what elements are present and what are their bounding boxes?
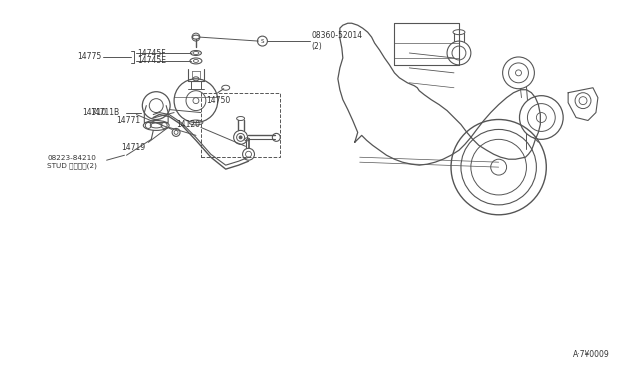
Text: 14771: 14771	[116, 116, 141, 125]
Text: 14711B: 14711B	[90, 108, 119, 117]
Text: 14120: 14120	[176, 120, 200, 129]
Text: A·7¥0009: A·7¥0009	[573, 350, 610, 359]
Text: 14775: 14775	[77, 52, 102, 61]
Text: 14750: 14750	[206, 96, 230, 105]
Text: 14719: 14719	[122, 143, 146, 152]
Text: 08360-52014
(2): 08360-52014 (2)	[311, 31, 362, 51]
Text: 08223-84210
STUD スタッド(2): 08223-84210 STUD スタッド(2)	[47, 155, 97, 169]
Circle shape	[239, 136, 242, 139]
Text: 14745E: 14745E	[138, 57, 166, 65]
Text: S: S	[260, 39, 264, 44]
Bar	[201, 93, 280, 157]
Text: 14710: 14710	[82, 108, 106, 117]
Text: 14745F: 14745F	[138, 48, 166, 58]
